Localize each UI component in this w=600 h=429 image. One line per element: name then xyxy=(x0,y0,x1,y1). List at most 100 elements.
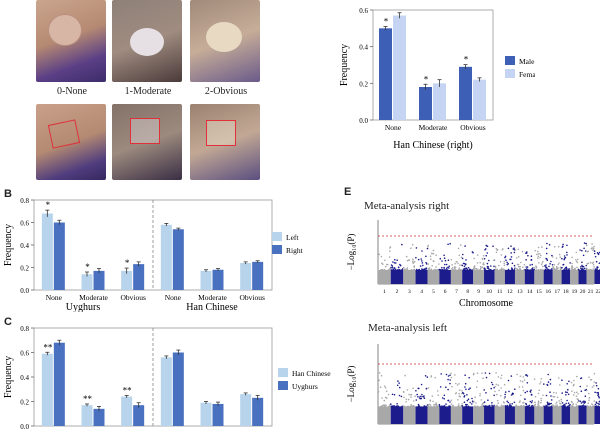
snp-point xyxy=(500,387,502,389)
snp-point xyxy=(440,373,442,375)
chromosome-band xyxy=(473,406,485,424)
snp-point xyxy=(561,379,563,381)
snp-point xyxy=(511,262,514,265)
snp-point xyxy=(520,405,523,407)
snp-point xyxy=(506,261,508,264)
snp-point xyxy=(514,249,517,251)
snp-point xyxy=(572,403,575,405)
snp-point xyxy=(417,258,420,261)
chromosome-tick-label: 18 xyxy=(563,289,569,295)
snp-point xyxy=(397,380,399,382)
snp-point xyxy=(493,259,496,261)
snp-point xyxy=(464,268,466,271)
bar xyxy=(160,224,172,290)
snp-point xyxy=(394,268,397,271)
significance-mark: ** xyxy=(43,342,53,352)
snp-point xyxy=(555,257,558,259)
snp-point xyxy=(519,400,521,402)
snp-point xyxy=(581,268,584,270)
bar xyxy=(93,270,105,290)
snp-point xyxy=(451,405,454,407)
snp-point xyxy=(526,382,529,384)
snp-point xyxy=(451,385,453,388)
snp-point xyxy=(533,266,536,269)
snp-point xyxy=(531,405,533,407)
snp-point xyxy=(435,254,437,256)
snp-point xyxy=(441,268,444,271)
snp-point xyxy=(541,246,543,248)
significance-mark: * xyxy=(424,74,429,84)
snp-point xyxy=(472,373,475,376)
snp-point xyxy=(513,269,515,271)
snp-point xyxy=(443,394,446,397)
snp-point xyxy=(391,269,393,271)
snp-point xyxy=(479,265,482,268)
chromosome-band xyxy=(594,406,600,424)
snp-point xyxy=(519,267,521,270)
snp-point xyxy=(496,268,499,271)
y-axis-label: −Log₁₀(P) xyxy=(346,366,356,403)
snp-point xyxy=(517,256,520,258)
bar xyxy=(53,342,65,426)
snp-point xyxy=(598,395,600,398)
snp-point xyxy=(427,244,429,247)
chromosome-tick-label: 17 xyxy=(554,289,560,295)
snp-point xyxy=(552,266,555,268)
snp-point xyxy=(510,245,512,247)
snp-point xyxy=(450,268,453,270)
snp-point xyxy=(498,264,500,267)
snp-point xyxy=(458,395,461,397)
snp-point xyxy=(507,269,510,271)
snp-point xyxy=(432,249,435,252)
snp-point xyxy=(442,405,445,408)
chromosome-band xyxy=(403,269,416,284)
snp-point xyxy=(484,268,486,270)
snp-point xyxy=(449,374,451,376)
snp-point xyxy=(435,403,438,406)
snp-point xyxy=(490,387,492,390)
snp-point xyxy=(503,264,506,267)
snp-point xyxy=(413,265,415,267)
snp-point xyxy=(484,405,487,407)
snp-point xyxy=(426,247,429,250)
snp-point xyxy=(586,262,589,265)
snp-point xyxy=(412,269,415,271)
snp-point xyxy=(552,256,554,258)
snp-point xyxy=(558,377,560,379)
chromosome-band xyxy=(586,269,595,284)
snp-point xyxy=(503,397,506,400)
snp-point xyxy=(458,392,460,395)
chromosome-tick-label: 19 xyxy=(572,289,578,295)
snp-point xyxy=(597,393,600,395)
snp-point xyxy=(544,266,547,268)
snp-point xyxy=(404,374,406,377)
snp-point xyxy=(549,378,552,381)
snp-point xyxy=(581,405,583,408)
photo-none xyxy=(36,0,106,82)
chromosome-band xyxy=(504,269,515,284)
snp-point xyxy=(530,255,533,257)
snp-point xyxy=(483,405,485,407)
snp-point xyxy=(405,401,407,403)
snp-point xyxy=(447,378,449,381)
snp-point xyxy=(416,268,418,271)
photo-obvious-marked xyxy=(190,104,260,180)
snp-point xyxy=(465,403,467,406)
snp-point xyxy=(507,262,509,265)
snp-point xyxy=(508,390,510,393)
snp-point xyxy=(380,269,382,271)
snp-point xyxy=(550,395,552,397)
snp-point xyxy=(510,252,512,254)
chromosome-tick-label: 2 xyxy=(396,289,399,295)
snp-point xyxy=(524,269,527,271)
snp-point xyxy=(445,403,447,405)
chromosome-band xyxy=(439,406,451,424)
snp-point xyxy=(457,247,460,250)
snp-point xyxy=(403,405,406,408)
snp-point xyxy=(591,243,593,245)
snp-point xyxy=(473,267,476,269)
snp-point xyxy=(453,268,456,270)
snp-point xyxy=(485,254,487,257)
snp-point xyxy=(485,248,487,250)
snp-point xyxy=(495,372,497,374)
